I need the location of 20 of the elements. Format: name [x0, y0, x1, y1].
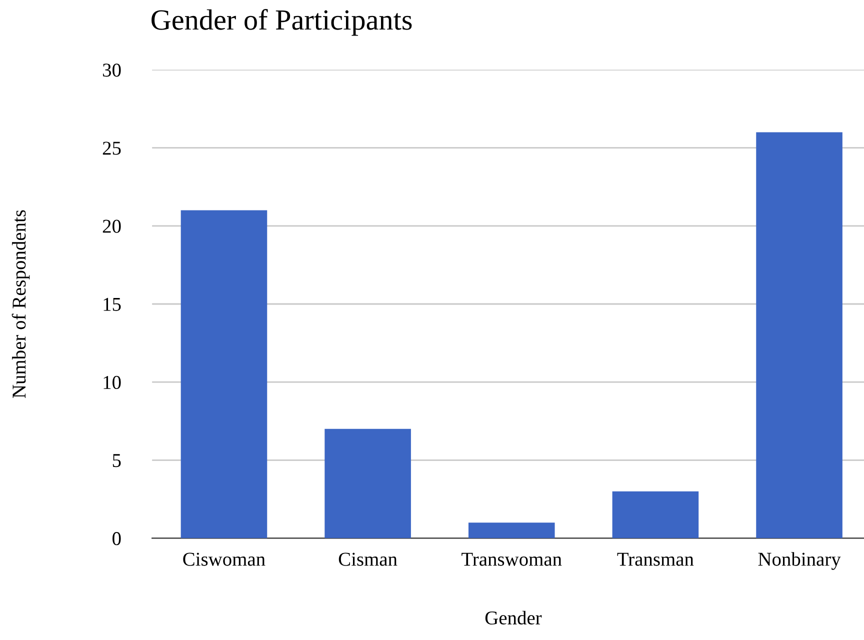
x-tick-label: Transman — [617, 552, 694, 566]
x-axis-title: Gender — [485, 610, 542, 625]
y-tick-label: 20 — [102, 220, 121, 233]
y-tick-label: 30 — [102, 64, 121, 77]
bar — [756, 132, 842, 538]
x-tick-label: Cisman — [338, 552, 398, 566]
y-tick-label: 5 — [112, 454, 121, 468]
chart-title: Gender of Participants — [152, 9, 412, 36]
x-tick-label: Nonbinary — [758, 552, 841, 570]
x-tick-label: Transwoman — [462, 552, 562, 566]
x-tick-label: Ciswoman — [183, 552, 266, 566]
y-tick-label: 15 — [104, 298, 121, 311]
y-tick-label: 10 — [104, 376, 121, 390]
bar — [468, 522, 555, 538]
y-axis-title: Number of Respondents — [12, 210, 30, 398]
y-tick-label: 0 — [112, 532, 121, 546]
y-tick-label: 25 — [102, 142, 121, 155]
bar — [180, 210, 268, 538]
bar — [324, 428, 411, 538]
bar — [612, 491, 699, 538]
